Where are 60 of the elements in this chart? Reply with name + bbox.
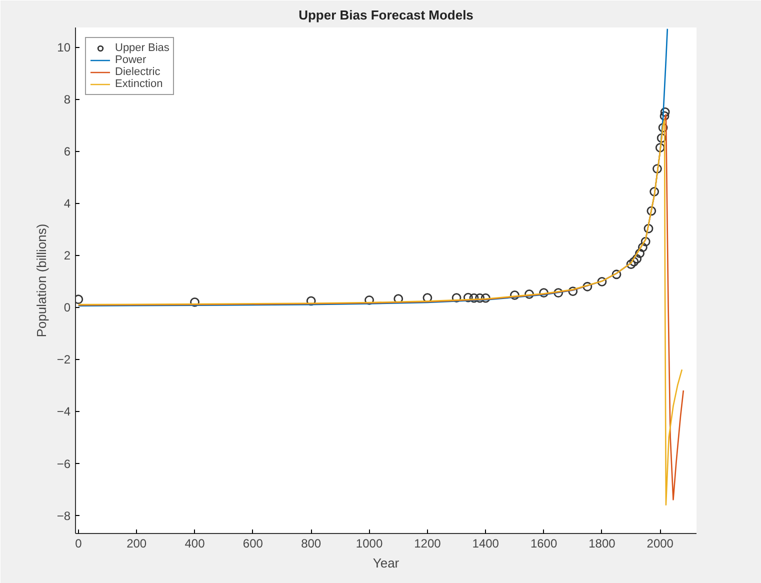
point (422, 293, 432, 302)
point (364, 295, 374, 305)
point (612, 270, 622, 280)
point (452, 293, 462, 302)
x-tick-label: 800 (301, 536, 322, 550)
point (626, 260, 636, 269)
point (554, 288, 564, 298)
point (469, 293, 479, 303)
point (660, 107, 670, 117)
x-tick-label: 200 (126, 536, 147, 550)
y-tick-label: 4 (64, 196, 71, 211)
point (582, 282, 592, 292)
point (660, 111, 670, 121)
point (480, 293, 490, 303)
point (638, 242, 648, 252)
point (568, 286, 578, 296)
legend-label: Extinction (115, 78, 163, 90)
point (640, 236, 650, 246)
x-tick-label: 1800 (588, 536, 616, 550)
point (650, 186, 660, 196)
legend-label: Upper Bias (115, 42, 170, 54)
legend-label: Dielectric (115, 66, 160, 78)
x-tick-label: 1400 (472, 536, 500, 550)
chart-title: Upper Bias Forecast Models (298, 8, 474, 22)
legend-label: Power (115, 54, 146, 66)
x-tick-label: 1600 (530, 536, 558, 550)
point (644, 224, 654, 234)
point (646, 206, 656, 216)
y-tick-label: −2 (56, 352, 71, 367)
point (539, 288, 548, 298)
y-tick-label: −6 (56, 456, 71, 471)
x-tick-label: 1000 (356, 536, 383, 550)
y-tick-label: 10 (57, 40, 71, 55)
x-tick-label: 0 (75, 536, 82, 550)
x-tick-label: 2000 (646, 536, 674, 550)
point (463, 292, 473, 302)
point (652, 164, 662, 174)
point (629, 256, 639, 266)
x-tick-label: 400 (184, 536, 206, 550)
x-axis-title: Year (372, 556, 400, 570)
point (190, 298, 200, 307)
y-tick-label: −8 (56, 508, 71, 523)
point (635, 248, 644, 258)
point (597, 276, 607, 286)
point (306, 296, 316, 306)
y-tick-label: 6 (64, 144, 71, 159)
x-tick-label: 600 (242, 536, 264, 550)
point (658, 122, 668, 132)
point (510, 290, 520, 300)
y-axis-title: Population (billions) (34, 224, 49, 338)
point (655, 143, 665, 152)
y-tick-label: 0 (64, 300, 71, 315)
y-tick-label: 8 (64, 92, 71, 107)
point (656, 133, 666, 143)
x-tick-label: 1200 (414, 536, 442, 550)
y-tick-label: 2 (64, 248, 71, 263)
point (524, 289, 534, 299)
point (475, 293, 485, 303)
y-tick-label: −4 (56, 404, 71, 419)
point (632, 254, 642, 264)
